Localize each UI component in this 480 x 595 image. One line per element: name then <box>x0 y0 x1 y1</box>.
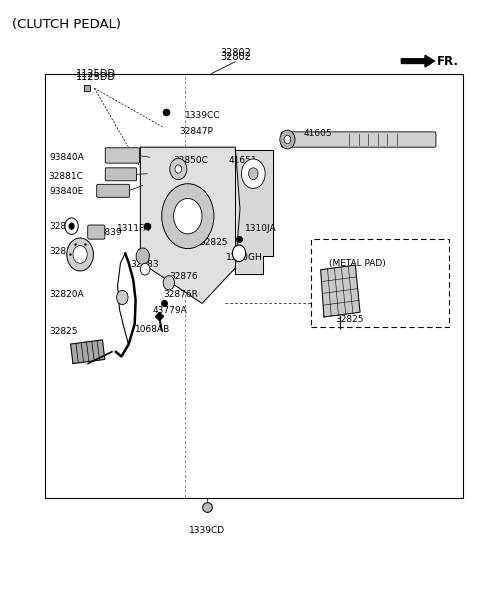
Text: 43779A: 43779A <box>152 306 187 315</box>
Text: 32828B: 32828B <box>49 247 84 256</box>
Text: 1068AB: 1068AB <box>135 325 170 334</box>
Circle shape <box>65 218 78 234</box>
FancyBboxPatch shape <box>96 184 130 198</box>
Circle shape <box>232 245 246 262</box>
Text: 32825: 32825 <box>49 327 78 336</box>
Text: 32847P: 32847P <box>179 127 213 136</box>
Text: 32883: 32883 <box>130 260 158 269</box>
Text: 32876R: 32876R <box>163 290 198 299</box>
Text: 41651: 41651 <box>228 156 257 165</box>
Circle shape <box>249 168 258 180</box>
Text: 1310JA: 1310JA <box>245 224 276 233</box>
Text: FR.: FR. <box>437 55 459 68</box>
Circle shape <box>117 290 128 305</box>
Text: 41605: 41605 <box>304 129 333 138</box>
Text: 1339CC: 1339CC <box>185 111 221 120</box>
FancyBboxPatch shape <box>88 225 105 239</box>
Circle shape <box>175 165 181 173</box>
Text: 32850C: 32850C <box>174 156 208 165</box>
Text: 32839: 32839 <box>93 228 121 237</box>
Circle shape <box>69 223 74 229</box>
Circle shape <box>73 246 87 264</box>
Text: 32876: 32876 <box>169 273 197 281</box>
Text: 32802: 32802 <box>220 48 251 58</box>
Polygon shape <box>235 150 273 274</box>
Text: 93840E: 93840E <box>49 187 84 196</box>
Circle shape <box>162 184 214 249</box>
Text: 1311FA: 1311FA <box>117 224 150 233</box>
Circle shape <box>67 238 94 271</box>
Circle shape <box>163 275 175 290</box>
Polygon shape <box>321 265 360 317</box>
Circle shape <box>174 199 202 234</box>
Text: (METAL PAD): (METAL PAD) <box>329 259 385 268</box>
Text: 32881C: 32881C <box>48 171 83 180</box>
Text: 32825: 32825 <box>335 315 363 324</box>
Text: 32825: 32825 <box>200 237 228 246</box>
FancyBboxPatch shape <box>105 148 139 163</box>
Text: 1125DD: 1125DD <box>76 70 116 79</box>
Text: 1360GH: 1360GH <box>226 253 263 262</box>
Circle shape <box>284 136 291 143</box>
Circle shape <box>136 248 149 265</box>
Circle shape <box>280 130 295 149</box>
Bar <box>46 74 463 498</box>
Polygon shape <box>401 55 434 67</box>
Text: 1125DD: 1125DD <box>76 73 116 82</box>
Polygon shape <box>71 340 105 364</box>
Text: 32820A: 32820A <box>49 290 84 299</box>
Circle shape <box>140 264 150 275</box>
Text: 32802: 32802 <box>220 52 251 62</box>
Text: (CLUTCH PEDAL): (CLUTCH PEDAL) <box>12 17 121 30</box>
Circle shape <box>241 159 265 189</box>
Polygon shape <box>140 147 240 303</box>
FancyBboxPatch shape <box>281 132 436 147</box>
Text: 32883: 32883 <box>49 222 78 231</box>
Text: 1339CD: 1339CD <box>189 526 225 536</box>
FancyBboxPatch shape <box>105 168 137 181</box>
Circle shape <box>170 158 187 180</box>
Text: 93840A: 93840A <box>49 154 84 162</box>
